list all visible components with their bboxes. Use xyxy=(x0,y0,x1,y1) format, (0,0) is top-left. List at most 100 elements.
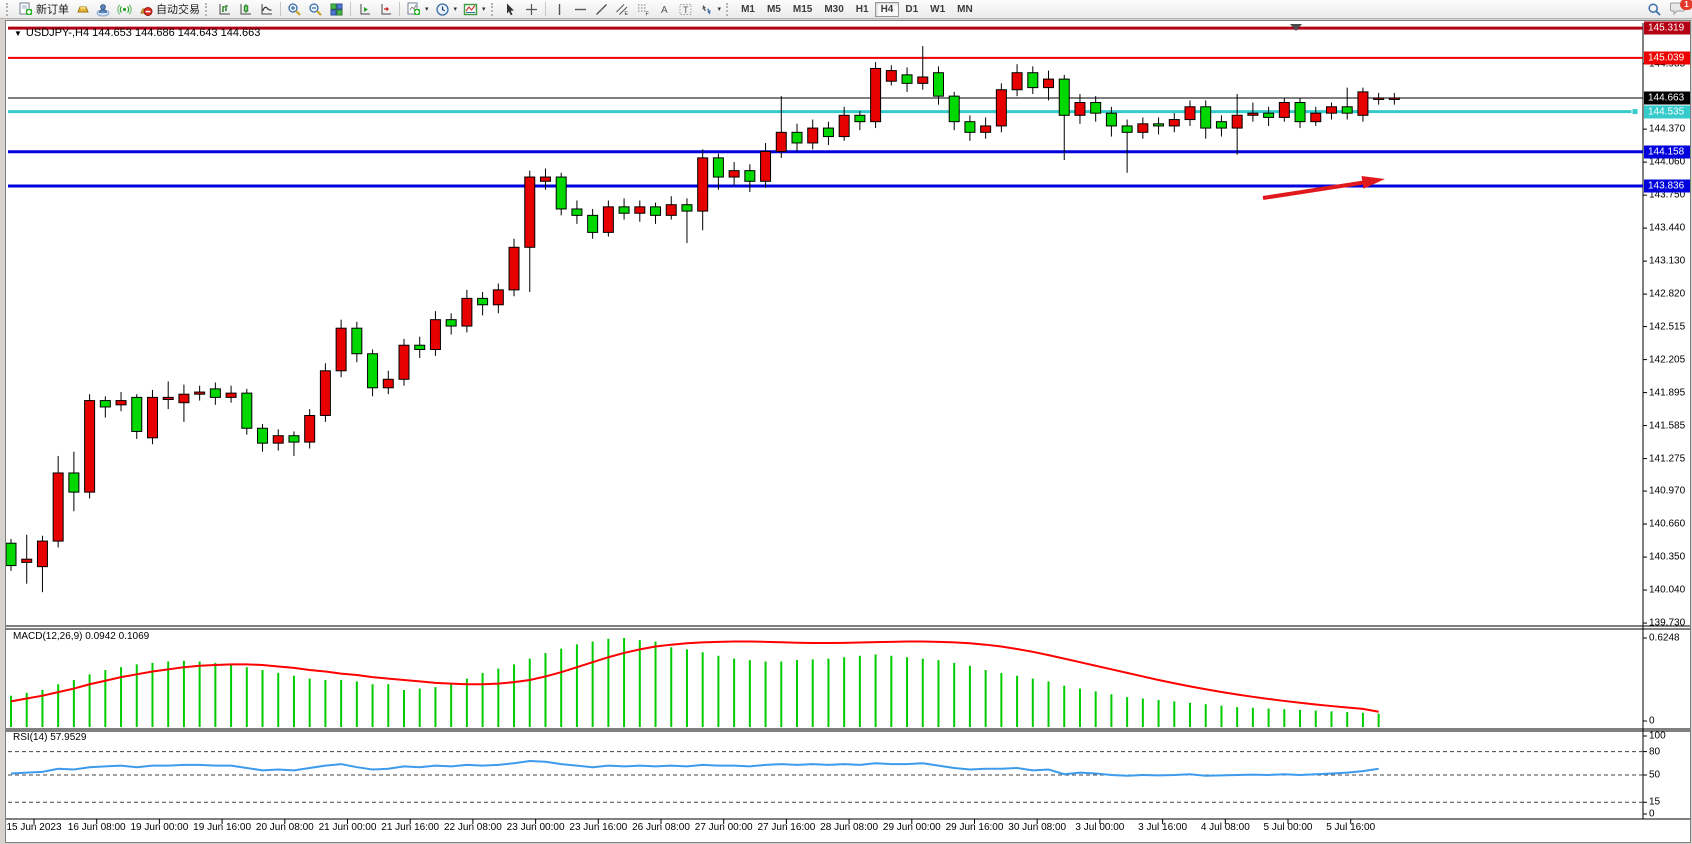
candle-body xyxy=(162,396,174,401)
tab-timeframe-h4[interactable]: H4 xyxy=(874,1,900,17)
candle-body xyxy=(870,67,882,123)
tab-timeframe-m15[interactable]: M15 xyxy=(792,3,813,15)
toolbar-grip[interactable] xyxy=(6,2,11,16)
svg-text:T: T xyxy=(683,5,689,15)
price-tick-label: 139.730 xyxy=(1649,617,1686,629)
candle-body xyxy=(492,289,504,306)
rsi-scale-label: 100 xyxy=(1649,730,1666,742)
macd-indicator-label: MACD(12,26,9) 0.0942 0.1069 xyxy=(13,631,150,642)
community-button[interactable] xyxy=(93,1,114,18)
zoom-in-button[interactable] xyxy=(284,1,305,18)
periods-button[interactable]: ▾ xyxy=(432,1,461,18)
price-tick-label: 142.205 xyxy=(1649,354,1686,366)
candle-body xyxy=(1090,102,1102,114)
autotrading-button[interactable]: 自动交易 xyxy=(135,1,203,18)
candle-body xyxy=(1278,102,1290,118)
candle-body xyxy=(461,297,473,327)
price-tick-label: 144.370 xyxy=(1649,123,1686,135)
deposit-button[interactable] xyxy=(72,1,93,18)
crosshair-tool-button[interactable] xyxy=(521,1,542,18)
candle-body xyxy=(744,170,756,182)
vertical-line-tool-button[interactable] xyxy=(549,1,570,18)
tile-windows-button[interactable] xyxy=(326,1,347,18)
candle-body xyxy=(539,176,551,182)
candlestick-chart-button[interactable] xyxy=(235,1,256,18)
price-badge: 144.535 xyxy=(1644,105,1690,119)
candle-body xyxy=(1058,78,1070,116)
signal-icon xyxy=(117,3,132,15)
search-icon[interactable] xyxy=(1647,2,1662,17)
new-chart-icon xyxy=(407,2,420,15)
price-tick-label: 144.060 xyxy=(1649,156,1686,168)
toolbar: 新订单 自动交易 xyxy=(0,0,1692,19)
fibonacci-tool-button[interactable]: F xyxy=(633,1,654,18)
auto-scroll-button[interactable] xyxy=(354,1,375,18)
line-chart-button[interactable] xyxy=(256,1,277,18)
tab-timeframe-m30[interactable]: M30 xyxy=(824,3,844,15)
chart-shift-marker-icon[interactable] xyxy=(1290,24,1302,31)
candle-body xyxy=(1231,114,1243,129)
tab-timeframe-d1[interactable]: D1 xyxy=(905,3,919,15)
arrows-icon xyxy=(702,4,711,14)
candle-body xyxy=(1153,123,1165,127)
text-icon: A xyxy=(661,5,668,16)
tab-timeframe-m5[interactable]: M5 xyxy=(766,3,781,15)
horizontal-line-tool-button[interactable] xyxy=(570,1,591,18)
tab-timeframe-w1[interactable]: W1 xyxy=(930,3,946,15)
candle-body xyxy=(288,435,300,443)
chart-title: ▼ USDJPY-,H4 144.653 144.686 144.643 144.… xyxy=(14,27,261,39)
notifications-button[interactable]: 1 xyxy=(1670,0,1692,18)
chart-shift-button[interactable] xyxy=(375,1,396,18)
candle-body xyxy=(272,435,284,444)
candle-body xyxy=(728,170,740,178)
macd-scale-max-label: 0.6248 xyxy=(1649,632,1680,644)
new-chart-caret: ▾ xyxy=(425,6,429,13)
text-tool-button[interactable]: A xyxy=(654,1,675,18)
text-label-tool-button[interactable]: T xyxy=(675,1,696,18)
time-axis-label: 23 Jun 00:00 xyxy=(506,822,565,833)
indicators-button[interactable]: ▾ xyxy=(460,1,489,18)
rsi-scale-label: 15 xyxy=(1649,796,1661,808)
crosshair-icon xyxy=(525,3,537,15)
new-order-button[interactable]: 新订单 xyxy=(15,1,72,18)
rsi-scale-label: 0 xyxy=(1649,808,1655,820)
tab-timeframe-h1[interactable]: H1 xyxy=(855,3,869,15)
level-line-handle[interactable] xyxy=(1631,108,1639,116)
tab-timeframe-m1[interactable]: M1 xyxy=(741,3,755,15)
zoom-out-button[interactable] xyxy=(305,1,326,18)
candle-body xyxy=(241,392,253,429)
svg-text:F: F xyxy=(645,11,649,17)
candlestick-chart-icon xyxy=(240,3,251,14)
new-chart-button[interactable]: ▾ xyxy=(403,1,432,18)
bar-chart-button[interactable] xyxy=(214,1,235,18)
toolbar-grip[interactable] xyxy=(205,2,210,16)
candle-body xyxy=(477,297,489,306)
time-axis-label: 21 Jun 00:00 xyxy=(318,822,377,833)
new-order-label: 新订单 xyxy=(36,4,69,16)
line-chart-icon xyxy=(261,3,272,14)
time-axis-label: 20 Jun 08:00 xyxy=(255,822,314,833)
toolbar-separator xyxy=(280,2,281,16)
news-signal-button[interactable] xyxy=(114,1,135,18)
autotrading-icon xyxy=(140,6,153,16)
tab-timeframe-mn[interactable]: MN xyxy=(957,3,973,15)
trend-arrow-annotation[interactable] xyxy=(1262,180,1368,200)
candle-body xyxy=(822,127,834,138)
price-badge: 145.039 xyxy=(1644,51,1690,65)
deposit-gold-icon xyxy=(77,6,89,12)
cursor-tool-button[interactable] xyxy=(500,1,521,18)
price-chart-canvas[interactable] xyxy=(6,21,1690,842)
horizontal-line-icon xyxy=(574,8,586,10)
candle-body xyxy=(225,392,237,398)
toolbar-grip[interactable] xyxy=(490,2,496,16)
price-tick-label: 140.660 xyxy=(1649,518,1686,530)
candle-body xyxy=(257,427,269,444)
candle-body xyxy=(445,319,457,327)
indicators-icon xyxy=(463,3,478,15)
arrows-tool-button[interactable]: ▾ xyxy=(696,1,725,18)
toolbar-grip[interactable] xyxy=(726,2,731,16)
chevron-down-icon[interactable]: ▼ xyxy=(14,29,22,38)
channel-tool-button[interactable]: E xyxy=(612,1,633,18)
community-cloud-icon xyxy=(96,3,110,16)
trendline-tool-button[interactable] xyxy=(591,1,612,18)
